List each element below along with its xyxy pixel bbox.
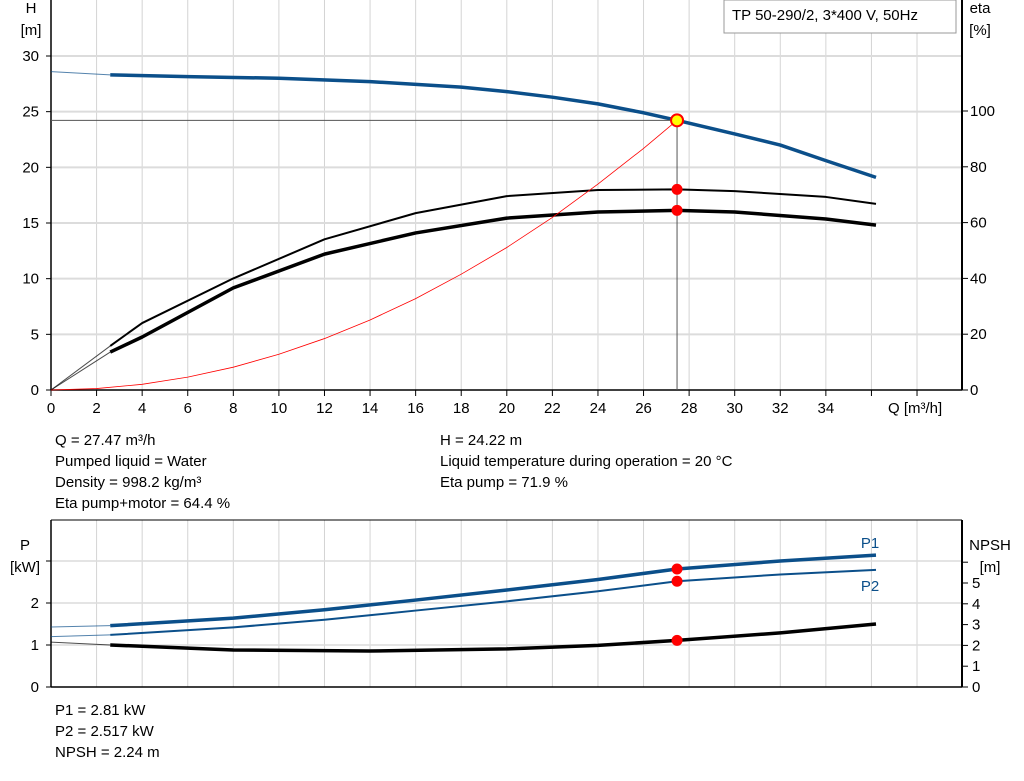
curve-eta-pump-motor-extension xyxy=(50,351,111,391)
y-axis-title-right: eta xyxy=(970,0,992,17)
curve-p1-extension xyxy=(50,625,111,628)
title-box: TP 50-290/2, 3*400 V, 50Hz xyxy=(723,0,957,34)
y-tick-label-left: 20 xyxy=(22,159,39,176)
info-npsh: NPSH = 2.24 m xyxy=(55,744,160,761)
series-label-p2: P2 xyxy=(861,578,879,595)
y-tick-label-left: 2 xyxy=(31,595,39,612)
info-p1: P1 = 2.81 kW xyxy=(55,702,146,719)
op-marker-p1 xyxy=(671,563,683,575)
y-tick-label-right: 0 xyxy=(970,382,978,399)
x-tick-label: 34 xyxy=(818,400,835,417)
x-tick-label: 8 xyxy=(229,400,237,417)
y-tick-label-left: 25 xyxy=(22,104,39,121)
y-tick-label-right: 20 xyxy=(970,326,987,343)
y-axis-unit-left: [kW] xyxy=(10,559,40,576)
x-tick-label: 2 xyxy=(92,400,100,417)
x-tick-label: 28 xyxy=(681,400,698,417)
y-axis-unit-left: [m] xyxy=(21,22,42,39)
x-tick-label: 4 xyxy=(138,400,146,417)
op-marker-eta-pump-motor xyxy=(671,204,683,216)
curve-p1 xyxy=(110,553,877,628)
y-tick-label-right: 3 xyxy=(972,617,980,634)
x-tick-label: 16 xyxy=(407,400,424,417)
y-tick-label-right: 1 xyxy=(972,658,980,675)
op-marker-head xyxy=(670,113,685,128)
x-tick-label: 30 xyxy=(726,400,743,417)
series-label-p1: P1 xyxy=(861,535,879,552)
curve-npsh-extension xyxy=(50,641,111,646)
info-q: Q = 27.47 m³/h xyxy=(55,432,156,449)
x-tick-label: 22 xyxy=(544,400,561,417)
y-tick-label-right: 80 xyxy=(970,159,987,176)
curve-p2 xyxy=(110,568,877,636)
y-axis-unit-right: [%] xyxy=(969,22,991,39)
x-tick-label: 10 xyxy=(271,400,288,417)
curve-p2-extension xyxy=(50,634,111,638)
x-tick-label: 26 xyxy=(635,400,652,417)
y-tick-label-left: 1 xyxy=(31,637,39,654)
info-h: H = 24.22 m xyxy=(440,432,523,449)
y-axis-title-left: P xyxy=(20,537,30,554)
x-tick-label: 24 xyxy=(590,400,607,417)
curve-h-extension xyxy=(50,71,111,76)
x-tick-label: 18 xyxy=(453,400,470,417)
info-eta-pump-motor: Eta pump+motor = 64.4 % xyxy=(55,495,231,512)
info-p2: P2 = 2.517 kW xyxy=(55,723,154,740)
curve-eta-pump xyxy=(109,188,877,347)
op-marker-npsh xyxy=(671,634,683,646)
info-temperature: Liquid temperature during operation = 20… xyxy=(440,453,733,470)
curve-h xyxy=(110,73,877,180)
y-tick-label-left: 10 xyxy=(22,271,39,288)
y-tick-label-left: 0 xyxy=(31,382,39,399)
curve-system xyxy=(50,120,678,391)
y-axis-unit-right: [m] xyxy=(980,559,1001,576)
curve-eta-pump-motor xyxy=(109,208,877,354)
info-eta-pump: Eta pump = 71.9 % xyxy=(440,474,568,491)
info-bottom: P1 = 2.81 kW P2 = 2.517 kW NPSH = 2.24 m xyxy=(55,700,160,763)
curve-npsh xyxy=(110,622,877,653)
x-tick-label: 14 xyxy=(362,400,379,417)
x-tick-label: 32 xyxy=(772,400,789,417)
y-axis-title-left: H xyxy=(26,0,37,17)
x-tick-label: 20 xyxy=(498,400,515,417)
op-marker-p2 xyxy=(671,575,683,587)
y-axis-title-right: NPSH xyxy=(969,537,1011,554)
y-tick-label-left: 5 xyxy=(31,326,39,343)
info-top-right: H = 24.22 m Liquid temperature during op… xyxy=(440,430,732,493)
chart-title: TP 50-290/2, 3*400 V, 50Hz xyxy=(732,7,918,24)
info-liquid: Pumped liquid = Water xyxy=(55,453,207,470)
y-tick-label-right: 100 xyxy=(970,103,995,120)
x-tick-label: 12 xyxy=(316,400,333,417)
x-tick-label: 0 xyxy=(47,400,55,417)
op-marker-eta-pump xyxy=(671,183,683,195)
y-tick-label-left: 0 xyxy=(31,679,39,696)
y-tick-label-left: 30 xyxy=(22,48,39,65)
x-tick-label: 6 xyxy=(184,400,192,417)
y-tick-label-right: 2 xyxy=(972,637,980,654)
y-tick-label-right: 5 xyxy=(972,575,980,592)
y-tick-label-right: 0 xyxy=(972,679,980,696)
info-density: Density = 998.2 kg/m³ xyxy=(55,474,202,491)
curve-eta-pump-extension xyxy=(50,345,111,391)
y-tick-label-right: 60 xyxy=(970,215,987,232)
info-top-left: Q = 27.47 m³/h Pumped liquid = Water Den… xyxy=(55,430,230,514)
y-tick-label-right: 4 xyxy=(972,596,980,613)
y-tick-label-right: 40 xyxy=(970,270,987,287)
x-axis-title: Q [m³/h] xyxy=(888,400,942,417)
y-tick-label-left: 15 xyxy=(22,215,39,232)
